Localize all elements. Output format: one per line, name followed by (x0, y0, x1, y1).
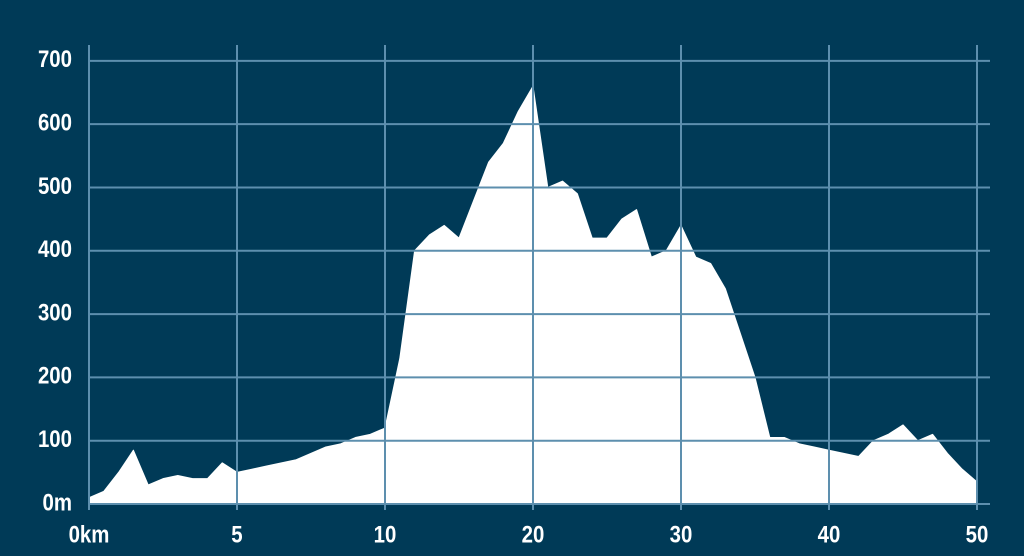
y-tick-label: 300 (38, 299, 72, 326)
y-tick-label: 400 (38, 236, 72, 263)
x-tick-label: 30 (670, 521, 693, 548)
y-tick-label: 700 (38, 46, 72, 73)
x-tick-label: 40 (818, 521, 841, 548)
y-tick-label: 100 (38, 425, 72, 452)
x-tick-label: 0km (69, 521, 110, 548)
x-tick-label: 5 (231, 521, 242, 548)
x-tick-label: 10 (374, 521, 397, 548)
y-tick-label: 0m (43, 489, 72, 516)
y-tick-label: 500 (38, 172, 72, 199)
y-tick-label: 600 (38, 109, 72, 136)
x-tick-label: 20 (522, 521, 545, 548)
y-tick-label: 200 (38, 362, 72, 389)
x-tick-label: 50 (966, 521, 989, 548)
